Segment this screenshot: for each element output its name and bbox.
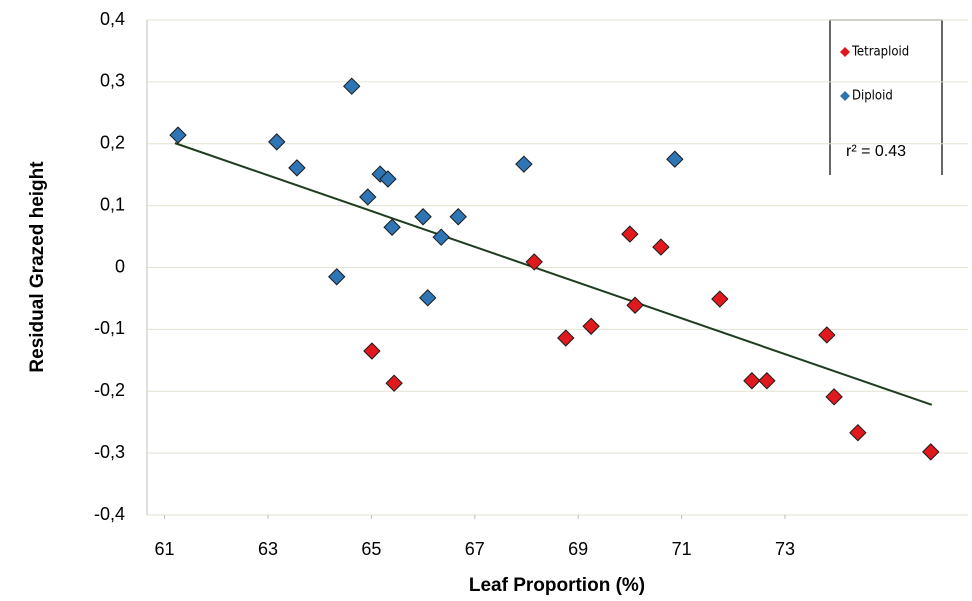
point (922, 443, 940, 461)
legend-marker (840, 47, 850, 57)
point (414, 208, 432, 226)
point (343, 77, 361, 95)
y-tick-label: -0,3 (94, 442, 125, 462)
y-tick-label: -0,1 (94, 318, 125, 338)
point (379, 170, 397, 188)
x-tick-label: 73 (775, 539, 795, 559)
point (621, 225, 639, 243)
point (818, 326, 836, 344)
point (371, 165, 389, 183)
point (758, 372, 776, 390)
x-tick-label: 65 (361, 539, 381, 559)
legend-label: Tetraploid (851, 45, 909, 60)
point (328, 268, 346, 286)
x-tick-label: 67 (465, 539, 485, 559)
point (849, 423, 867, 442)
point (383, 218, 401, 236)
x-axis-title: Leaf Proportion (%) (469, 575, 645, 596)
x-tick-label: 69 (568, 539, 588, 559)
point (666, 150, 684, 168)
point (359, 188, 377, 206)
y-tick-label: 0,4 (100, 9, 125, 29)
point (385, 374, 403, 392)
point (652, 238, 670, 256)
trendline (174, 142, 933, 406)
annotation: r² = 0.43 (846, 143, 906, 160)
point (743, 372, 761, 390)
point (525, 253, 543, 271)
legend-label: Diploid (852, 89, 893, 104)
point (268, 133, 286, 151)
legend-marker (840, 91, 850, 101)
point (825, 388, 843, 406)
point (169, 126, 187, 144)
point (449, 208, 467, 226)
point (432, 228, 450, 246)
x-tick-label: 61 (155, 539, 175, 559)
y-tick-label: 0,1 (100, 194, 125, 214)
x-tick-label: 63 (258, 539, 278, 559)
y-tick-label: -0,2 (94, 380, 125, 400)
point (557, 329, 575, 347)
y-tick-label: -0,4 (94, 504, 125, 524)
point (711, 290, 729, 308)
y-tick-label: 0 (115, 256, 125, 276)
point (626, 296, 644, 314)
x-tick-label: 71 (672, 539, 692, 559)
y-axis-title: Residual Grazed height (27, 161, 48, 373)
point (288, 159, 306, 177)
y-tick-label: 0,2 (100, 133, 125, 153)
y-tick-label: 0,3 (100, 71, 125, 91)
point (515, 155, 533, 173)
point (582, 317, 600, 335)
point (363, 342, 381, 360)
point (419, 289, 437, 307)
